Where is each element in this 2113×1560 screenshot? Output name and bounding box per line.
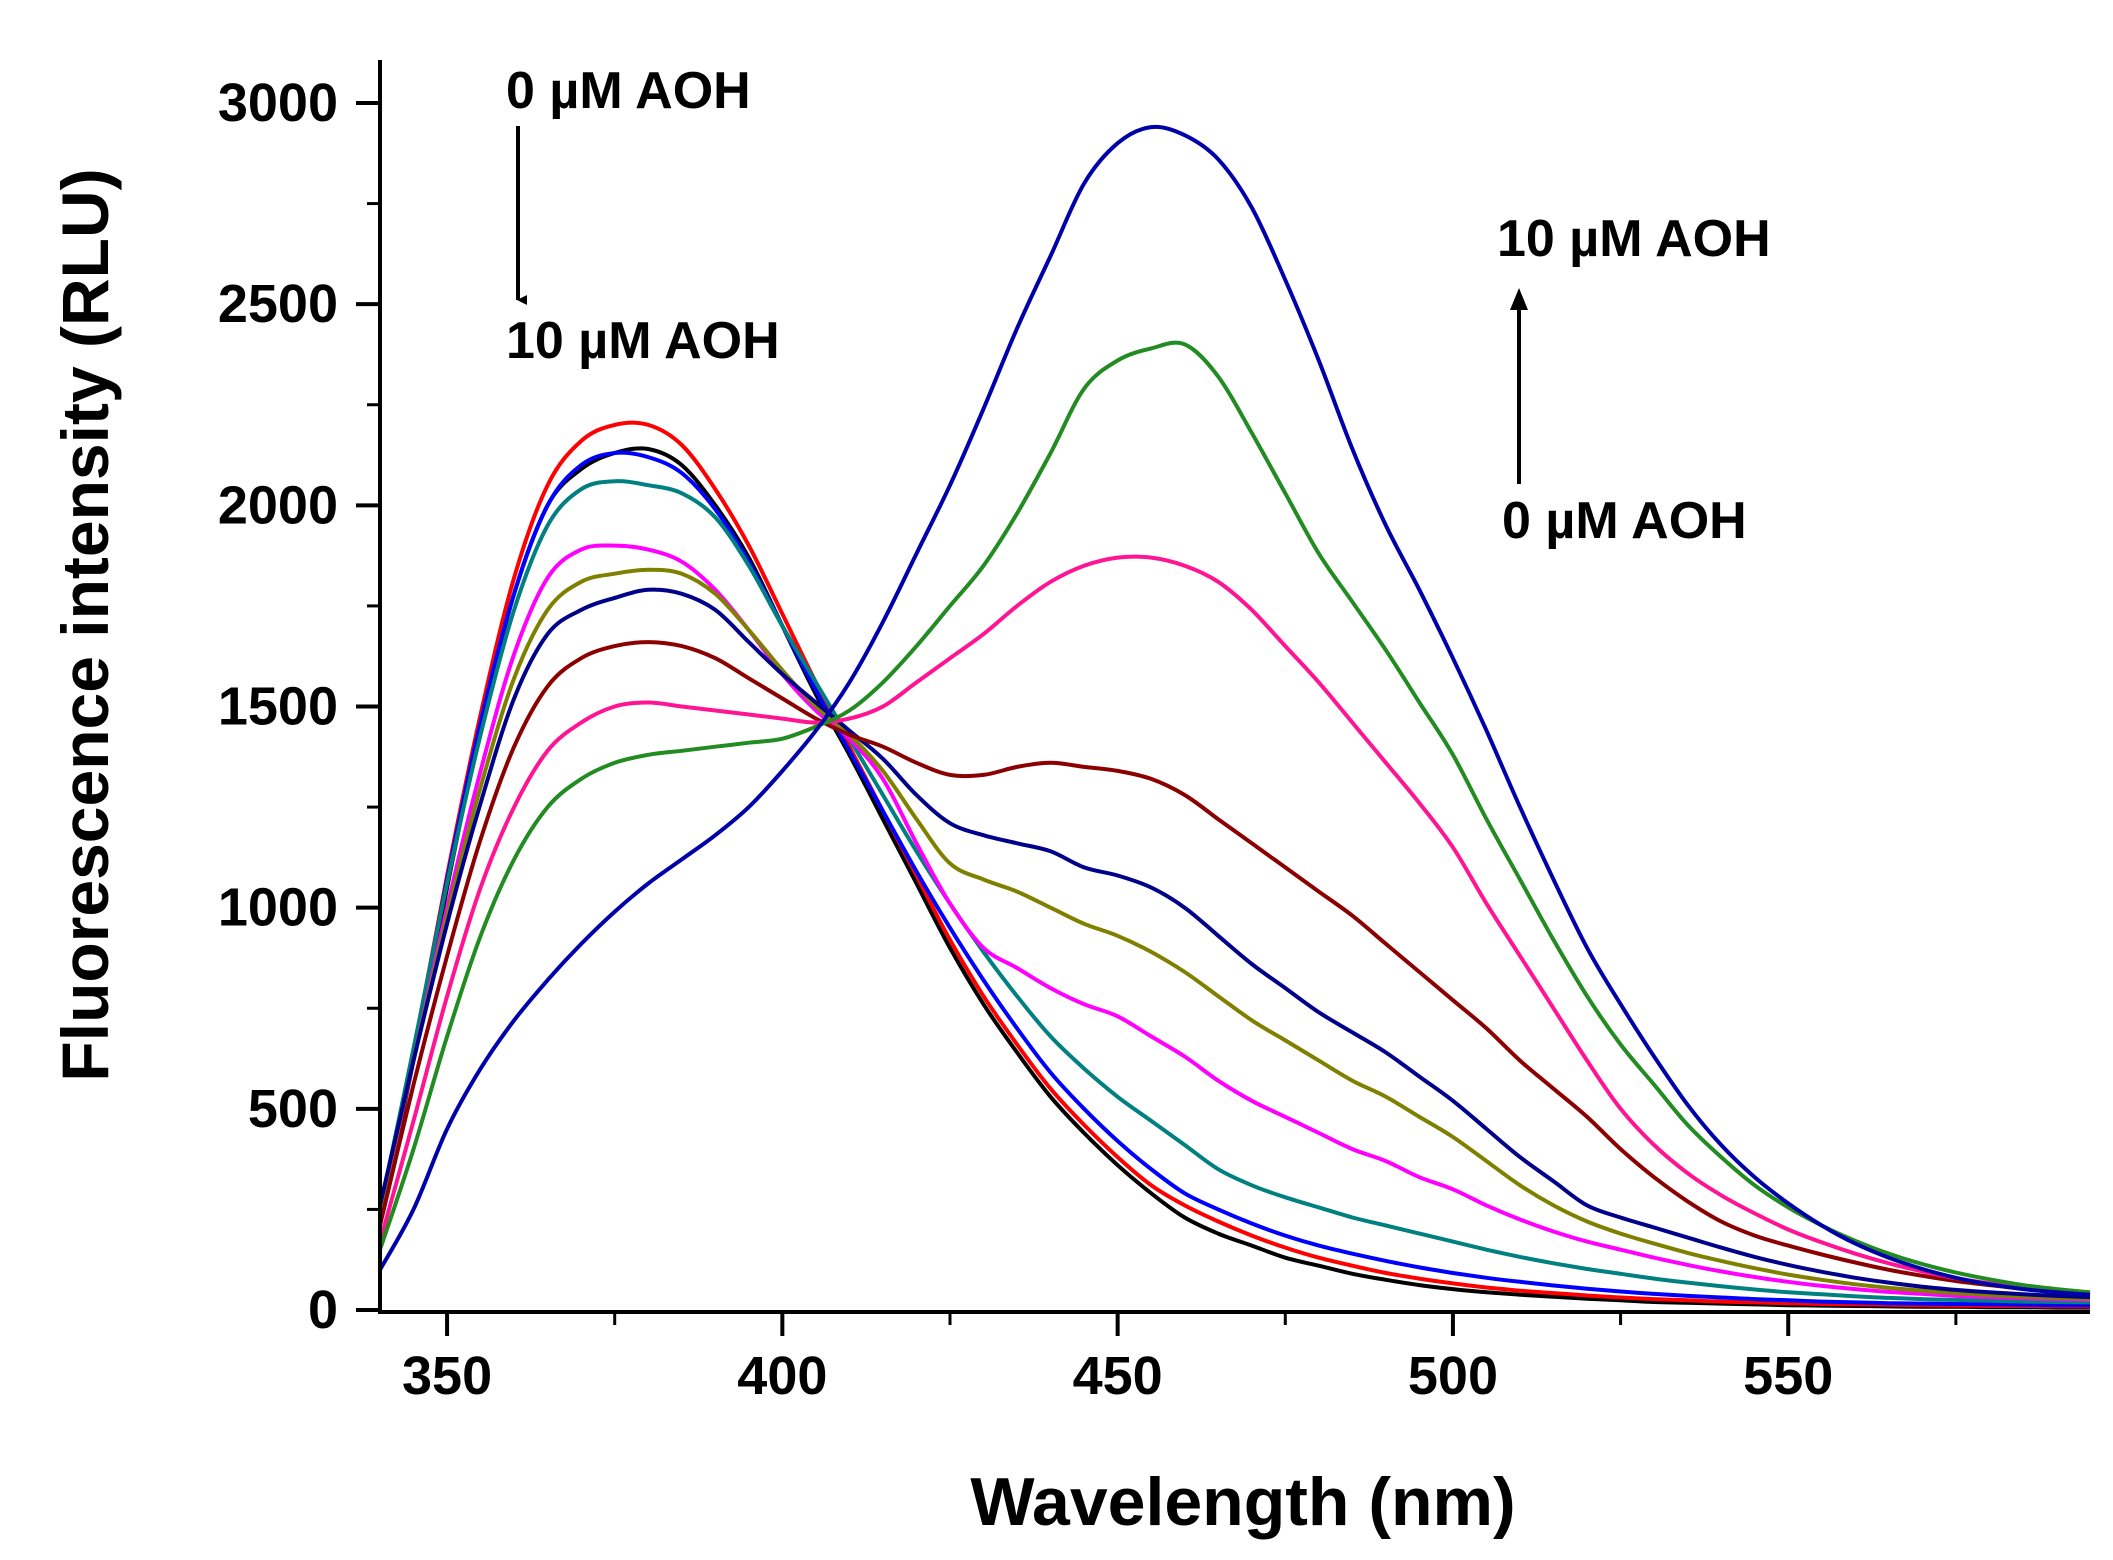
y-tick-label: 500 [248, 1079, 338, 1139]
series-line-9 [378, 340, 2091, 1295]
x-tick-label: 500 [1408, 1346, 1498, 1406]
annotation-left-top: 0 µM AOH [506, 62, 751, 120]
series-line-5 [378, 567, 2091, 1301]
arrow-right-up-head [1510, 288, 1528, 310]
y-tick-label: 3000 [218, 73, 338, 133]
series-line-7 [378, 640, 2091, 1296]
x-axis-title: Wavelength (nm) [970, 1464, 1515, 1540]
x-tick-label: 400 [737, 1346, 827, 1406]
series-line-4 [378, 543, 2091, 1302]
series-layer [378, 124, 2091, 1310]
y-tick-label: 2000 [218, 475, 338, 535]
series-line-3 [378, 479, 2091, 1305]
y-tick-label: 1000 [218, 878, 338, 938]
axes-layer [378, 60, 2090, 1314]
series-line-6 [378, 587, 2091, 1300]
annotation-right-top: 10 µM AOH [1497, 210, 1771, 268]
x-tick-label: 450 [1073, 1346, 1163, 1406]
series-line-1 [378, 420, 2090, 1309]
series-line-2 [378, 450, 2090, 1308]
annotation-left-bottom: 10 µM AOH [506, 312, 780, 370]
ticks-layer: 0 500 1000 1500 2000 2500 3000 350 400 450 500 550 [218, 73, 1958, 1406]
annotation-right-bottom: 0 µM AOH [1502, 492, 1747, 550]
x-tick-label: 550 [1743, 1346, 1833, 1406]
y-tick-label: 1500 [218, 677, 338, 737]
y-axis-title: Fluorescence intensity (RLU) [48, 168, 122, 1081]
series-line-8 [378, 554, 2091, 1296]
y-tick-label: 0 [308, 1280, 338, 1340]
series-line-10 [378, 124, 2091, 1297]
x-tick-label: 350 [402, 1346, 492, 1406]
y-tick-label: 2500 [218, 274, 338, 334]
